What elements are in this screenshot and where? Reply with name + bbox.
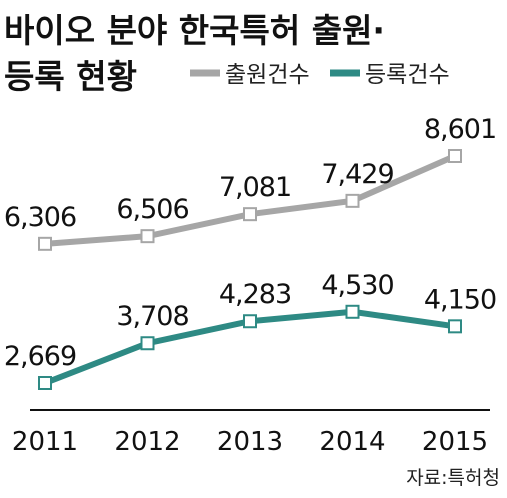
- data-label: 2,669: [4, 341, 76, 372]
- source: 자료:특허청: [406, 467, 500, 489]
- data-label: 8,601: [424, 114, 496, 145]
- point-marker: [38, 376, 52, 390]
- x-tick-label: 2014: [319, 427, 385, 457]
- point-marker: [140, 336, 155, 351]
- data-label: 6,506: [116, 194, 188, 225]
- legend-label: 출원건수: [225, 62, 310, 88]
- point-marker: [345, 304, 360, 319]
- x-tick-label: 2013: [217, 427, 283, 457]
- data-label: 6,306: [4, 202, 76, 233]
- point-marker: [38, 236, 52, 251]
- data-label: 3,708: [116, 301, 188, 332]
- chart-title: 등록 현황: [4, 57, 137, 96]
- data-label: 4,283: [219, 279, 291, 310]
- point-marker: [448, 149, 462, 163]
- data-label: 4,150: [424, 284, 496, 315]
- x-tick-label: 2011: [12, 427, 78, 457]
- legend-label: 등록건수: [365, 62, 450, 88]
- data-label: 7,081: [219, 172, 291, 203]
- data-label: 7,429: [321, 159, 393, 190]
- data-label: 4,530: [321, 270, 393, 301]
- point-marker: [243, 207, 257, 222]
- point-marker: [243, 314, 257, 329]
- point-marker: [140, 229, 155, 244]
- point-marker: [345, 193, 360, 208]
- x-tick-label: 2015: [422, 427, 488, 457]
- point-marker: [448, 319, 462, 334]
- x-tick-label: 2012: [114, 427, 180, 457]
- chart-title: 바이오 분야 한국특허 출원·: [4, 11, 385, 50]
